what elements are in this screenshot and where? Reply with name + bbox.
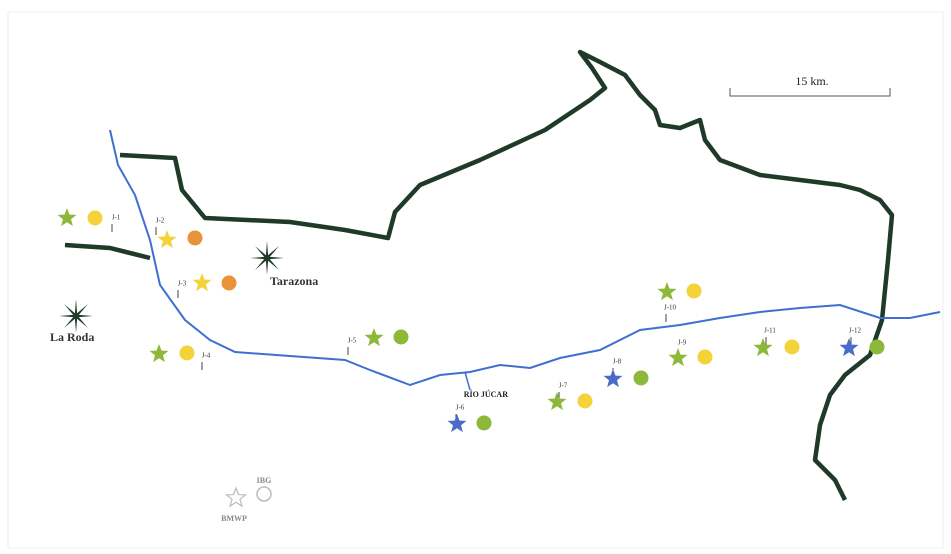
town-symbol (59, 299, 93, 333)
map-frame (7, 11, 944, 549)
bmwp-star (192, 273, 212, 292)
station-label: J-6 (456, 404, 465, 412)
ibg-circle (87, 210, 103, 226)
ibg-circle (577, 393, 593, 409)
station-label: J-4 (202, 352, 211, 360)
ibg-circle (633, 370, 649, 386)
town-symbol (250, 241, 284, 275)
bmwp-star (668, 348, 688, 367)
bmwp-star (839, 338, 859, 357)
bmwp-star (753, 338, 773, 357)
station-label: J-7 (559, 382, 568, 390)
bmwp-star (657, 282, 677, 301)
bmwp-star (547, 392, 567, 411)
station-label: J-11 (764, 327, 776, 335)
ibg-circle (179, 345, 195, 361)
station-label: J-5 (348, 337, 357, 345)
station-label: J-9 (678, 339, 687, 347)
station-label: J-10 (664, 304, 677, 312)
bmwp-star (57, 208, 77, 227)
ibg-circle (187, 230, 203, 246)
station-label: J-12 (849, 327, 862, 335)
boundary (64, 242, 151, 261)
station-label: J-8 (613, 358, 622, 366)
legend-label: BMWP (221, 514, 247, 523)
town-label: Tarazona (270, 274, 318, 288)
ibg-circle (221, 275, 237, 291)
ibg-circle (784, 339, 800, 355)
station-label: J-2 (156, 217, 165, 225)
ibg-circle (697, 349, 713, 365)
bmwp-star (364, 328, 384, 347)
legend-circle (256, 486, 272, 502)
bmwp-star (157, 230, 177, 249)
ibg-circle (869, 339, 885, 355)
scale-label: 15 km. (795, 74, 828, 88)
bmwp-star (149, 344, 169, 363)
tributary (464, 371, 471, 391)
town-label: La Roda (50, 330, 94, 344)
bmwp-star (447, 414, 467, 433)
bmwp-star (603, 369, 623, 388)
ibg-circle (686, 283, 702, 299)
station-label: J-1 (112, 214, 121, 222)
ibg-circle (476, 415, 492, 431)
ibg-circle (393, 329, 409, 345)
river (109, 129, 941, 387)
legend-label: IBG (257, 476, 272, 485)
river-label: RÍO JÚCAR (464, 389, 508, 399)
legend-star (224, 486, 248, 508)
scale-bar (729, 88, 891, 97)
station-label: J-3 (178, 280, 187, 288)
